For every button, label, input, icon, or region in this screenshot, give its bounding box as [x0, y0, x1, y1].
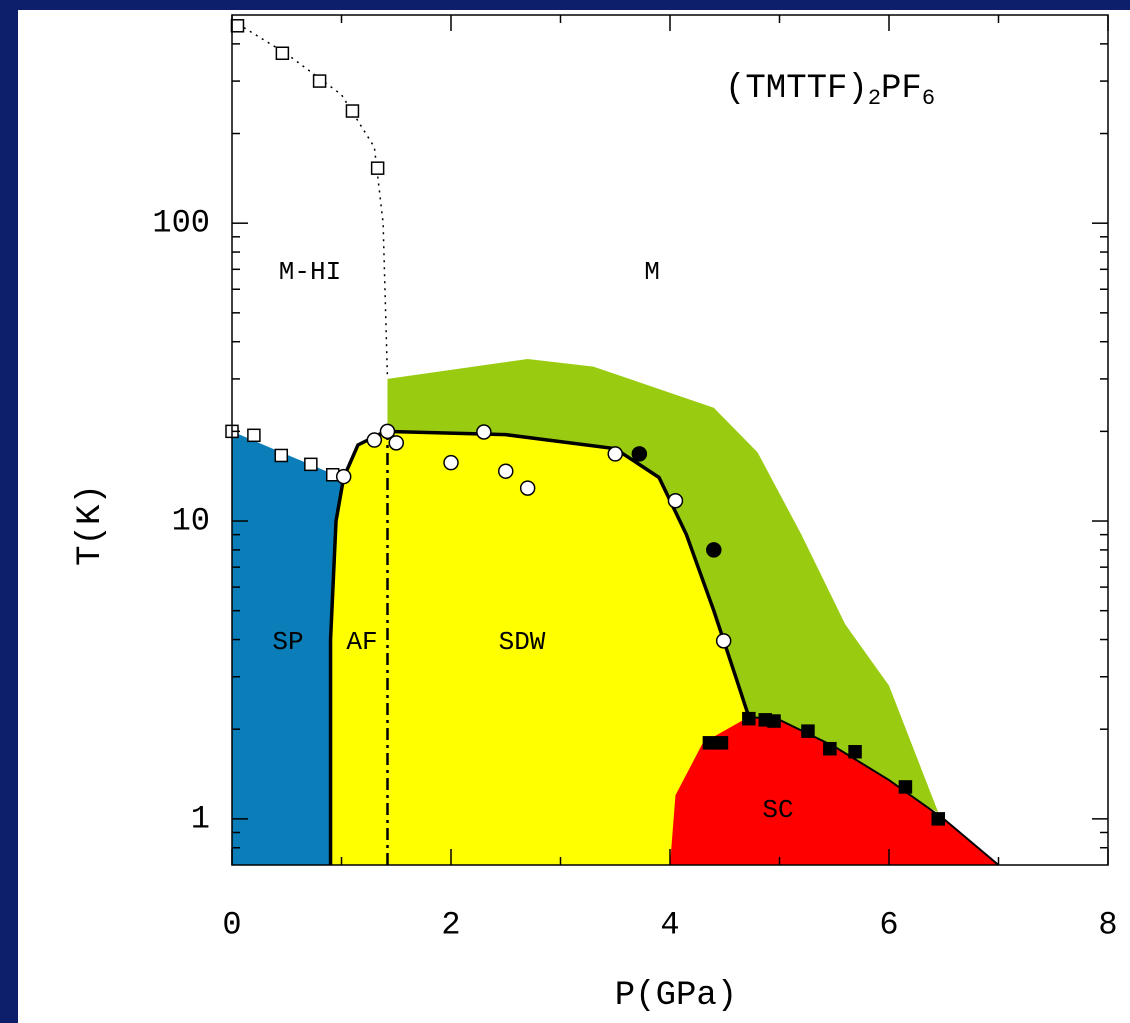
data-point — [366, 432, 383, 448]
x-tick-label: 8 — [1098, 906, 1117, 943]
x-axis-label: P(GPa) — [615, 977, 737, 1015]
data-point — [767, 714, 781, 728]
phase-region — [670, 716, 999, 865]
x-tick-label: 6 — [879, 906, 898, 943]
data-point — [848, 745, 862, 759]
data-point — [476, 424, 492, 440]
data-point — [345, 104, 360, 118]
phase-region — [330, 431, 753, 865]
title-part: (TMTTF) — [725, 70, 868, 108]
data-point — [898, 780, 913, 794]
title-part: PF — [881, 70, 922, 108]
data-point — [312, 74, 327, 88]
data-point — [667, 492, 684, 509]
data-point — [706, 542, 722, 558]
phase-boundary — [328, 429, 751, 865]
data-point — [931, 812, 946, 826]
y-tick-label: 10 — [172, 502, 210, 539]
data-point — [247, 428, 261, 443]
data-point — [519, 480, 536, 496]
title-sub: 2 — [868, 86, 881, 111]
region-label: SDW — [499, 627, 546, 657]
data-point — [702, 736, 717, 750]
y-tick-label: 1 — [191, 800, 210, 837]
data-point — [742, 711, 756, 726]
x-tick-label: 2 — [441, 906, 460, 943]
phase-region — [387, 358, 939, 813]
data-point — [379, 423, 396, 440]
data-point — [801, 724, 815, 738]
chart-title: (TMTTF)2PF6 — [725, 70, 935, 111]
data-point — [631, 446, 648, 462]
data-point — [498, 463, 514, 479]
x-tick-label: 4 — [660, 906, 679, 943]
data-point — [715, 633, 732, 649]
data-point — [274, 448, 289, 463]
region-label: AF — [346, 627, 377, 657]
title-sub: 6 — [922, 86, 935, 111]
data-point — [335, 468, 352, 485]
data-point — [230, 19, 245, 33]
data-point — [275, 46, 290, 61]
data-point — [714, 736, 729, 750]
x-tick-label: 0 — [222, 906, 241, 943]
y-axis-label: T(K) — [72, 484, 110, 566]
region-label: M — [644, 257, 660, 287]
y-tick-label: 100 — [152, 205, 210, 242]
plot-area: M-HI M SP AF SDW SC — [225, 14, 1109, 866]
data-point — [607, 446, 623, 462]
data-point — [443, 454, 459, 471]
phase-region — [232, 431, 344, 865]
data-point — [370, 161, 385, 175]
data-point — [388, 435, 404, 451]
region-label: SP — [272, 627, 303, 657]
data-point — [823, 741, 837, 756]
region-label: M-HI — [279, 257, 341, 287]
region-label: SC — [762, 795, 793, 825]
data-point — [304, 457, 318, 472]
